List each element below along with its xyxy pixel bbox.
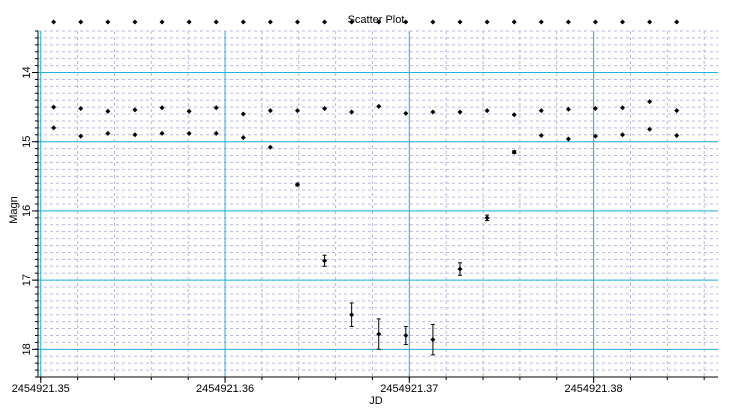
data-point	[620, 19, 626, 25]
data-point	[322, 258, 328, 264]
x-tick-label: 2454921.38	[565, 383, 623, 395]
data-point	[538, 132, 544, 138]
data-point	[132, 107, 138, 113]
data-point	[294, 19, 300, 25]
data-point	[511, 112, 517, 118]
data-point	[105, 19, 111, 25]
data-point	[403, 332, 409, 338]
data-point	[647, 99, 653, 105]
data-point	[674, 19, 680, 25]
data-point	[674, 108, 680, 114]
data-point	[322, 19, 328, 25]
data-point	[240, 111, 246, 117]
data-point	[647, 126, 653, 132]
data-point	[186, 130, 192, 136]
data-point	[322, 106, 328, 112]
x-tick-label: 2454921.36	[196, 383, 254, 395]
data-points	[51, 19, 680, 356]
data-point	[376, 103, 382, 109]
data-point	[240, 19, 246, 25]
data-point	[51, 104, 57, 110]
data-point	[213, 130, 219, 136]
x-axis-label: JD	[369, 395, 383, 407]
data-point	[538, 108, 544, 114]
minor-grid	[38, 30, 718, 378]
data-point	[484, 215, 490, 221]
data-point	[403, 110, 409, 116]
x-tick-label: 2454921.35	[12, 383, 70, 395]
y-tick-label: 16	[21, 205, 33, 217]
data-point	[78, 19, 84, 25]
data-point	[647, 19, 653, 25]
data-point	[484, 19, 490, 25]
axis-ticks: 2454921.35 2454921.36 2454921.37 2454921.38…	[12, 30, 705, 395]
y-tick-label: 14	[21, 66, 33, 78]
data-point	[186, 19, 192, 25]
data-point	[132, 19, 138, 25]
data-point	[159, 19, 165, 25]
data-point	[674, 132, 680, 138]
data-point	[294, 182, 300, 188]
data-point	[349, 109, 355, 115]
data-point	[620, 132, 626, 138]
data-point	[430, 19, 436, 25]
data-point	[267, 19, 273, 25]
x-tick-label: 2454921.37	[380, 383, 438, 395]
data-point	[457, 266, 463, 272]
chart-title: Scatter Plot	[348, 14, 405, 26]
data-point	[457, 19, 463, 25]
y-tick-label: 18	[21, 343, 33, 355]
data-point	[430, 337, 436, 343]
data-point	[457, 109, 463, 115]
data-point	[349, 312, 355, 318]
data-point	[78, 106, 84, 112]
y-tick-label: 15	[21, 136, 33, 148]
data-point	[159, 105, 165, 111]
data-point	[78, 133, 84, 139]
major-grid	[38, 31, 718, 377]
data-point	[267, 144, 273, 150]
data-point	[592, 106, 598, 112]
data-point	[565, 106, 571, 112]
data-point	[430, 109, 436, 115]
data-point	[213, 105, 219, 111]
data-point	[51, 125, 57, 131]
data-point	[105, 130, 111, 136]
data-point	[267, 108, 273, 114]
data-point	[592, 133, 598, 139]
data-point	[565, 19, 571, 25]
data-point	[511, 149, 517, 155]
data-point	[592, 19, 598, 25]
data-point	[51, 19, 57, 25]
data-point	[376, 331, 382, 337]
data-point	[159, 130, 165, 136]
data-point	[511, 19, 517, 25]
y-axis-label: Magn	[8, 196, 20, 224]
data-point	[213, 19, 219, 25]
data-point	[376, 19, 382, 25]
data-point	[403, 19, 409, 25]
data-point	[240, 135, 246, 141]
data-point	[620, 105, 626, 111]
data-point	[294, 108, 300, 114]
data-point	[565, 136, 571, 142]
data-point	[349, 19, 355, 25]
data-point	[186, 108, 192, 114]
data-point	[105, 108, 111, 114]
data-point	[538, 19, 544, 25]
data-point	[484, 108, 490, 114]
data-point	[132, 132, 138, 138]
y-tick-label: 17	[21, 274, 33, 286]
